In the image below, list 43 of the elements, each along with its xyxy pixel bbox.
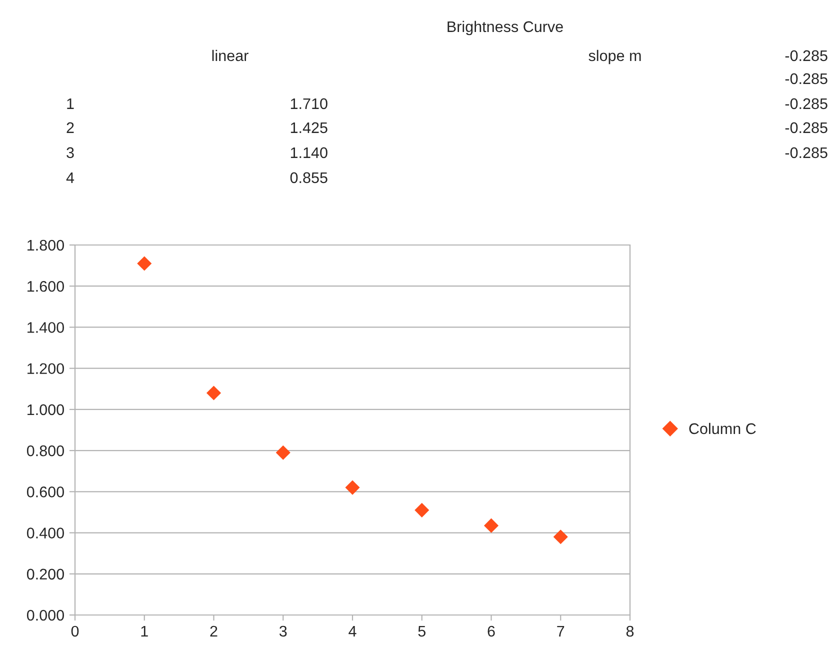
text: 0.855 <box>290 172 328 184</box>
y-tick-label: 1.800 <box>28 240 64 251</box>
point <box>137 256 152 271</box>
text: slope m <box>588 50 641 64</box>
x-tick-label: 3 <box>279 626 287 637</box>
y-tick-label: 0.600 <box>26 486 64 498</box>
text: linear <box>212 50 248 62</box>
x-tick-label: 0 <box>71 626 79 637</box>
text: -0.285 <box>785 73 828 84</box>
y-tick-label: 1.400 <box>28 322 64 333</box>
y-tick-label: 0.000 <box>26 610 64 621</box>
text: 2 <box>66 122 74 133</box>
text: -0.285 <box>785 122 828 134</box>
y-tick-label: 0.400 <box>26 528 64 538</box>
point <box>276 445 290 460</box>
point <box>345 480 360 495</box>
point <box>206 386 222 400</box>
point <box>484 518 499 533</box>
x-tick-label: 7 <box>557 626 564 636</box>
x-tick-label: 1 <box>141 626 148 636</box>
text: -0.285 <box>785 147 828 158</box>
text: -0.285 <box>785 50 828 62</box>
x-tick-label: 2 <box>210 626 218 636</box>
text: 1.710 <box>290 98 328 110</box>
text: -0.285 <box>785 98 828 110</box>
text: 3 <box>66 147 74 158</box>
text: 1 <box>67 98 74 109</box>
text: 1.140 <box>290 147 328 158</box>
x-tick-label: 5 <box>418 626 426 637</box>
text: 4 <box>66 172 74 183</box>
point <box>414 502 430 518</box>
chart-title: Brightness Curve <box>448 20 563 36</box>
y-tick-label: 1.200 <box>28 363 64 374</box>
text: 1.425 <box>290 122 328 134</box>
legend-label: Column C <box>689 422 756 434</box>
y-tick-label: 1.600 <box>28 280 64 292</box>
y-tick-label: 0.200 <box>26 568 64 580</box>
x-tick-label: 4 <box>348 626 356 636</box>
y-tick-label: 0.800 <box>26 445 64 456</box>
x-tick-label: 8 <box>626 626 634 637</box>
y-tick-label: 1.000 <box>28 404 64 416</box>
x-tick-label: 6 <box>488 626 495 637</box>
point <box>553 530 568 544</box>
